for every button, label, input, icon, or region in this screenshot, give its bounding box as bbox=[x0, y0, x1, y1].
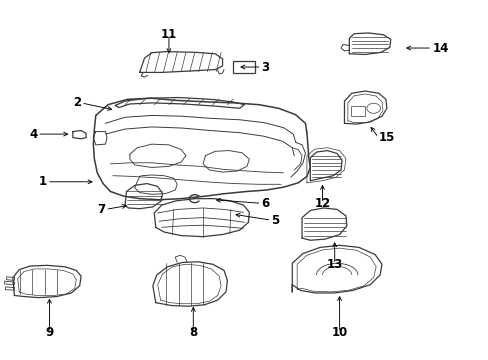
Text: 7: 7 bbox=[97, 203, 105, 216]
Bar bbox=[350, 106, 365, 116]
Text: 13: 13 bbox=[326, 258, 342, 271]
Text: 6: 6 bbox=[261, 197, 269, 210]
Text: 15: 15 bbox=[378, 131, 394, 144]
Text: 9: 9 bbox=[45, 326, 54, 339]
Text: 5: 5 bbox=[271, 214, 279, 227]
Text: 4: 4 bbox=[29, 127, 37, 141]
Text: 14: 14 bbox=[431, 41, 447, 54]
Text: 3: 3 bbox=[261, 60, 269, 73]
Text: 11: 11 bbox=[161, 28, 177, 41]
Text: 1: 1 bbox=[39, 175, 47, 188]
Text: 12: 12 bbox=[314, 197, 330, 210]
Text: 2: 2 bbox=[73, 96, 81, 109]
Text: 10: 10 bbox=[331, 326, 347, 339]
Text: 8: 8 bbox=[189, 326, 197, 339]
